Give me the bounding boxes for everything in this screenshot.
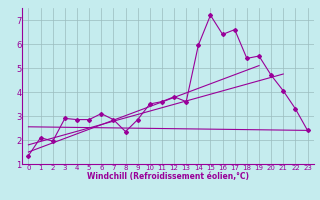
- X-axis label: Windchill (Refroidissement éolien,°C): Windchill (Refroidissement éolien,°C): [87, 172, 249, 181]
